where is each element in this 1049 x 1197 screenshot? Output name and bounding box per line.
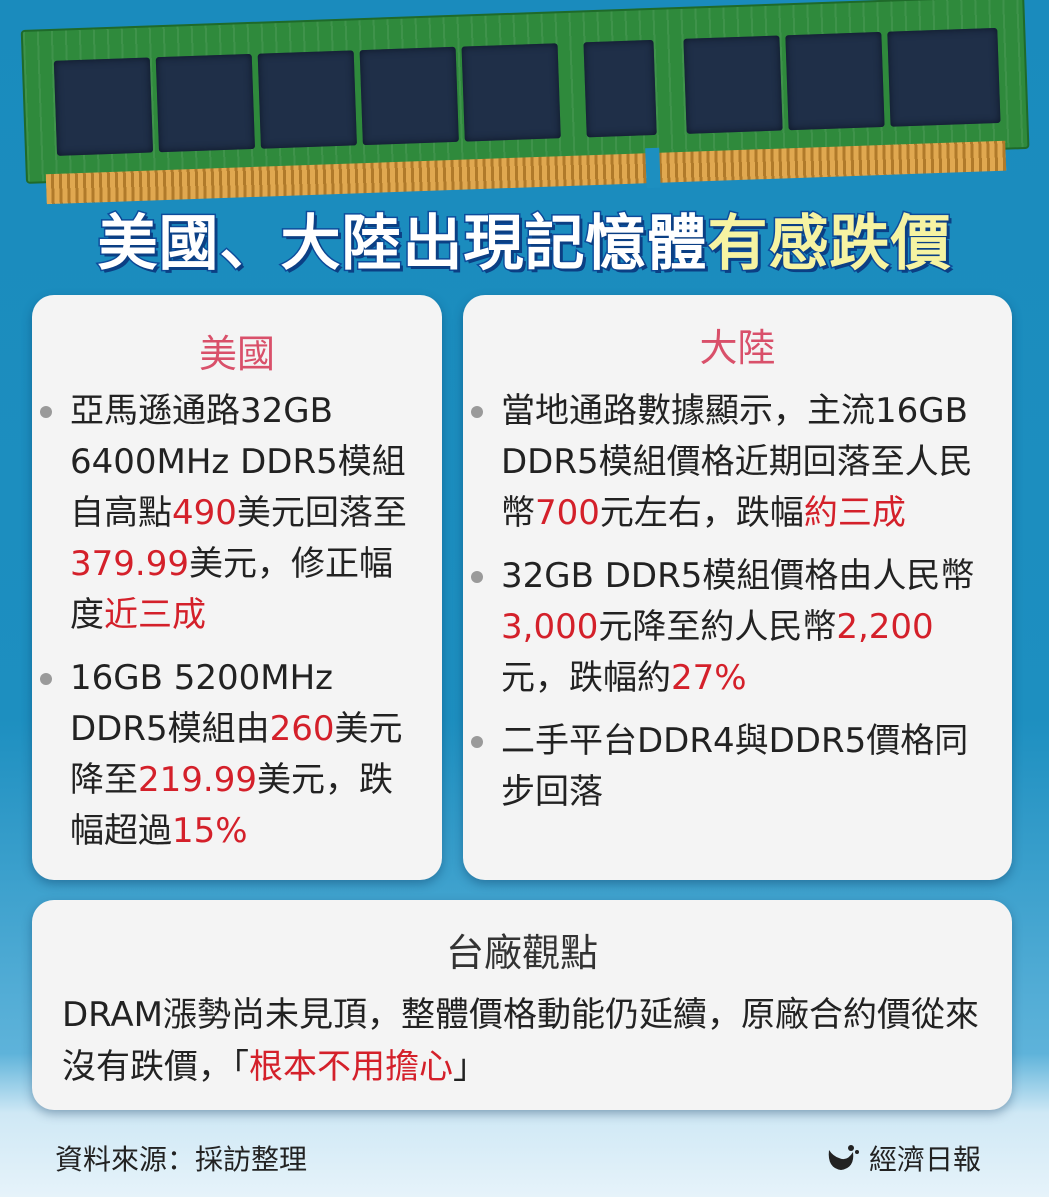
text-segment: 元降至約人民幣	[598, 607, 837, 647]
text-segment: 」	[453, 1047, 487, 1087]
cn-heading: 大陸	[699, 326, 776, 370]
bullet-item: 32GB DDR5模組價格由人民幣 3,000元降至約人民幣2,200 元，跌幅約2…	[463, 551, 994, 704]
highlight-text: 根本不用擔心	[249, 1047, 453, 1087]
text-segment: 元左右，跌幅	[599, 493, 804, 533]
text-segment: 32GB DDR5模組價格由人民幣	[501, 556, 975, 596]
cn-card: 大陸 當地通路數據顯示，主流16GB DDR5模組價格近期回落至人民幣700元左…	[463, 295, 1012, 880]
ram-module-image	[20, 0, 1036, 210]
highlight-text: 27%	[671, 658, 747, 698]
bullet-item: 16GB 5200MHz DDR5模組由260美元降至219.99美元，跌幅超過…	[32, 653, 424, 857]
highlight-text: 219.99	[138, 760, 257, 800]
page-title: 美國、大陸出現記憶體有感跌價	[0, 195, 1049, 282]
title-main: 美國、大陸出現記憶體	[96, 208, 708, 281]
text-segment: 美元回落至	[236, 493, 407, 533]
us-heading: 美國	[198, 332, 275, 376]
brand-name: 經濟日報	[869, 1143, 982, 1176]
highlight-text: 近三成	[104, 595, 206, 635]
highlight-text: 490	[172, 493, 237, 533]
text-segment: 當地通路數據顯示，主流16GB DDR5模組價格近期回落至人民幣	[501, 391, 973, 533]
bullet-item: 二手平台DDR4與DDR5價格同步回落	[463, 716, 994, 818]
brand: 經濟日報	[825, 1138, 981, 1178]
bullet-item: 亞馬遜通路32GB 6400MHz DDR5模組自高點490美元回落至 379.9…	[32, 386, 424, 641]
highlight-text: 3,000	[501, 607, 599, 647]
text-segment: 美元，修正幅度	[70, 544, 393, 635]
text-segment: 16GB 5200MHz DDR5模組由	[70, 658, 334, 749]
tw-card: 台廠觀點 DRAM漲勢尚未見頂，整體價格動能仍延續，原廠合約價從來沒有跌價，「根…	[32, 900, 1012, 1110]
text-segment: 元，跌幅約	[501, 658, 671, 698]
text-segment: DRAM漲勢尚未見頂，整體價格動能仍延續，原廠合約價從來沒有跌價，「	[62, 995, 980, 1087]
highlight-text: 15%	[172, 811, 248, 851]
highlight-text: 2,200	[836, 607, 934, 647]
title-highlight: 有感跌價	[706, 208, 952, 281]
text-segment: 亞馬遜通路32GB 6400MHz DDR5模組自高點	[70, 391, 406, 533]
tw-text: DRAM漲勢尚未見頂，整體價格動能仍延續，原廠合約價從來沒有跌價，「根本不用擔心…	[32, 989, 1012, 1093]
text-segment: 美元降至	[70, 709, 403, 800]
highlight-text: 700	[535, 493, 600, 533]
tw-heading: 台廠觀點	[445, 931, 598, 975]
source-note: 資料來源：採訪整理	[55, 1143, 308, 1176]
udn-logo-icon	[828, 1145, 859, 1170]
highlight-text: 379.99	[70, 544, 189, 584]
text-segment: 二手平台DDR4與DDR5價格同步回落	[501, 721, 969, 812]
bullet-item: 當地通路數據顯示，主流16GB DDR5模組價格近期回落至人民幣700元左右，跌…	[463, 386, 994, 539]
highlight-text: 約三成	[803, 493, 906, 533]
us-card: 美國 亞馬遜通路32GB 6400MHz DDR5模組自高點490美元回落至 37…	[32, 295, 442, 880]
text-segment: 美元，跌幅超過	[70, 760, 393, 851]
highlight-text: 260	[269, 709, 335, 749]
